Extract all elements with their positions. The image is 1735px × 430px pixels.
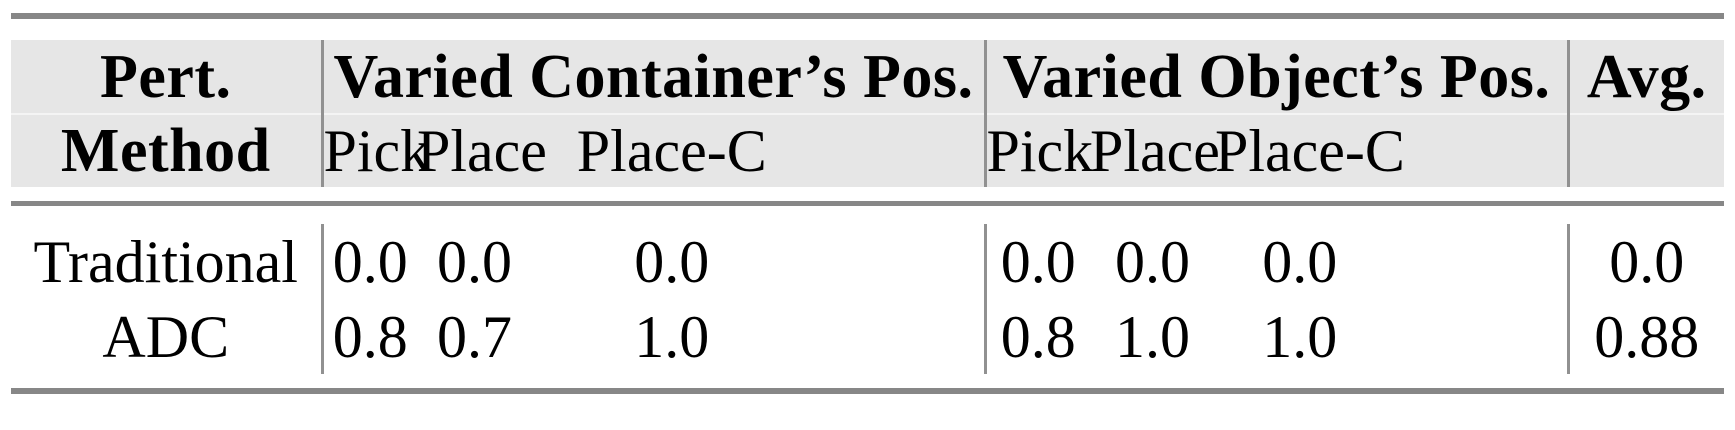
cell-traditional-g1-place-c: 0.0 — [634, 228, 710, 295]
cell-adc-g2-place-c: 1.0 — [1262, 303, 1338, 370]
cell-traditional-g2-pick: 0.0 — [983, 224, 1090, 299]
header-row-1: Pert. Varied Container’s Pos. Varied Obj… — [11, 40, 1725, 115]
cell-adc-g1-place: 0.7 — [437, 303, 512, 370]
subheader-g2-pick: Pick — [983, 114, 1093, 187]
header-pert: Pert. — [11, 40, 322, 115]
method-label: ADC — [102, 303, 230, 370]
bottom-rule — [11, 388, 1724, 394]
header-method: Method — [60, 117, 271, 185]
cell-adc-g1-pick: 0.8 — [320, 299, 417, 374]
cell-traditional-g2-place-c: 0.0 — [1262, 228, 1338, 295]
method-label: Traditional — [33, 228, 298, 295]
subheader-avg-empty — [1566, 114, 1725, 187]
cell-adc-avg: 0.88 — [1566, 299, 1724, 374]
subheader-g2-place: Place — [1090, 118, 1220, 184]
subheader-g2-place-c: Place-C — [1215, 118, 1405, 184]
subheader-g1-place: Place — [417, 118, 547, 184]
cell-traditional-g1-pick: 0.0 — [320, 224, 417, 299]
cell-adc-g1-place-c: 1.0 — [634, 303, 710, 370]
header-avg: Avg. — [1566, 40, 1725, 115]
header-body-rule — [11, 201, 1724, 206]
cell-traditional-g1-place: 0.0 — [437, 228, 512, 295]
table-row-adc: ADC 0.8 0.7 1.0 0.8 1.0 1.0 0.88 — [11, 299, 1724, 374]
cell-adc-g2-pick: 0.8 — [983, 299, 1090, 374]
subheader-g1-place-c: Place-C — [576, 118, 767, 184]
table-row-traditional: Traditional 0.0 0.0 0.0 0.0 0.0 0.0 0.0 — [11, 224, 1724, 299]
table-body: Traditional 0.0 0.0 0.0 0.0 0.0 0.0 0.0 … — [11, 224, 1724, 374]
subheader-g1-pick: Pick — [320, 114, 430, 187]
cell-traditional-avg: 0.0 — [1566, 224, 1724, 299]
group-header-varied-object-pos: Varied Object’s Pos. — [983, 40, 1569, 115]
header-row-2: Method Pick Place Place-C Pick Place Pla… — [11, 114, 1725, 187]
cell-adc-g2-place: 1.0 — [1115, 303, 1190, 370]
top-rule — [11, 13, 1724, 19]
cell-traditional-g2-place: 0.0 — [1115, 228, 1190, 295]
table-header: Pert. Varied Container’s Pos. Varied Obj… — [11, 40, 1725, 187]
group-header-varied-container-pos: Varied Container’s Pos. — [320, 40, 985, 115]
